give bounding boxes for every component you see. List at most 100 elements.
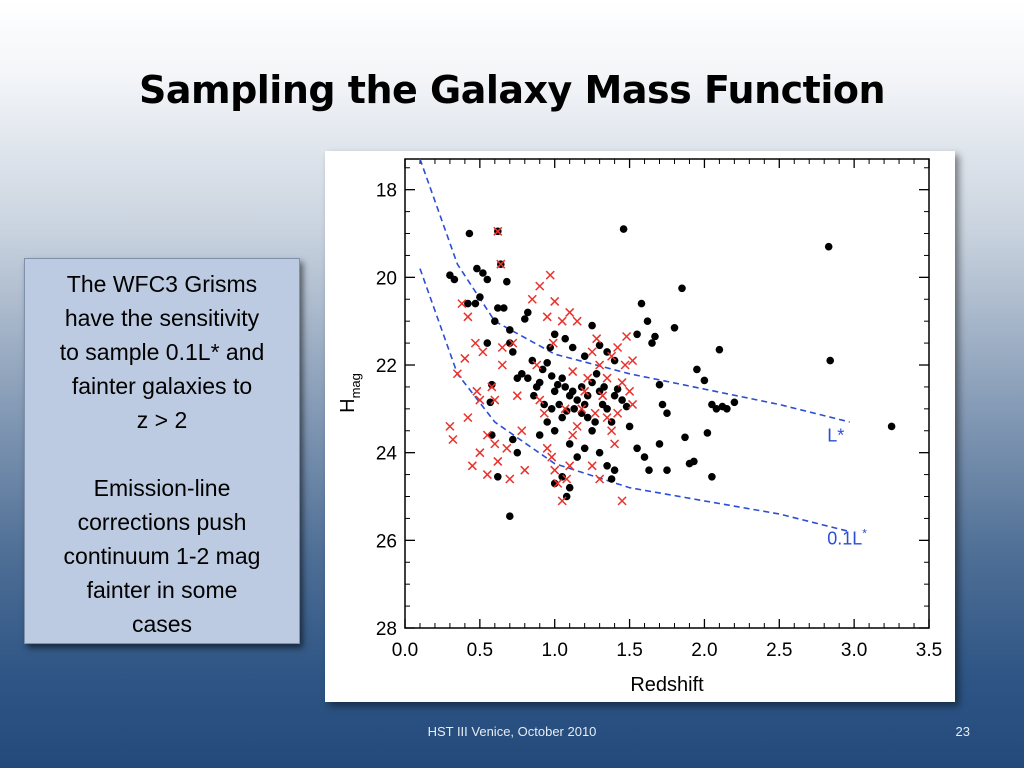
black-point: [824, 242, 833, 251]
black-point: [580, 444, 589, 453]
red-x-point: [527, 294, 537, 304]
y-axis-label-sub: mag: [348, 373, 363, 398]
red-x-point: [539, 408, 549, 418]
red-x-point: [577, 404, 587, 414]
black-point: [633, 444, 641, 453]
red-x-point: [547, 452, 557, 462]
black-point: [558, 413, 566, 422]
red-x-point: [587, 347, 597, 357]
red-x-point: [628, 399, 638, 409]
black-point: [670, 324, 679, 332]
black-point: [693, 365, 701, 374]
red-x-point: [557, 316, 567, 326]
x-axis-label: Redshift: [630, 674, 704, 696]
black-point: [723, 405, 731, 413]
red-x-point: [475, 448, 485, 458]
x-tick-label: 0.5: [467, 640, 493, 661]
red-x-point: [463, 312, 473, 322]
description-text-box: The WFC3 Grisms have the sensitivity to …: [24, 258, 300, 644]
black-point: [538, 365, 547, 374]
curve-lstar: [419, 158, 850, 423]
black-point: [521, 315, 529, 323]
black-point: [730, 398, 739, 407]
red-x-point: [613, 342, 623, 353]
y-axis-label: Hmag: [337, 373, 363, 413]
red-x-point: [512, 391, 522, 401]
red-x-point: [487, 382, 497, 392]
black-point: [547, 405, 556, 413]
black-point: [503, 277, 511, 286]
red-x-point: [592, 334, 602, 344]
black-point: [573, 453, 581, 461]
black-point: [690, 457, 698, 466]
black-point: [583, 391, 592, 400]
red-x-point: [517, 426, 527, 436]
red-x-point: [565, 307, 575, 317]
y-tick-label: 28: [376, 619, 397, 640]
red-x-point: [620, 360, 630, 370]
black-point: [524, 374, 532, 382]
red-x-point: [565, 461, 575, 471]
x-tick-label: 2.5: [766, 640, 792, 661]
red-x-point: [602, 413, 612, 423]
black-point: [625, 422, 634, 431]
black-point: [715, 345, 724, 354]
black-point: [645, 466, 653, 475]
red-x-series: [445, 226, 638, 506]
red-x-point: [535, 395, 545, 405]
black-point: [619, 225, 628, 233]
red-x-point: [502, 443, 512, 453]
black-point: [580, 400, 589, 409]
black-point: [524, 308, 532, 317]
black-point: [577, 383, 586, 391]
scatter-chart: 0.0 0.5 1.0 1.5 2.0 2.5 3.0 3.5 18 20 22 24 26 28 L*…: [337, 158, 942, 696]
red-x-point: [553, 478, 563, 488]
black-point: [558, 473, 566, 481]
black-point: [546, 343, 554, 352]
black-point: [550, 387, 559, 396]
red-x-point: [545, 270, 555, 280]
black-point: [618, 396, 626, 404]
x-tick-label: 1.0: [542, 640, 568, 661]
black-point: [486, 398, 495, 407]
red-x-point: [460, 353, 470, 363]
x-tick-label: 3.0: [841, 640, 867, 661]
black-point: [600, 383, 608, 391]
footer-text: HST III Venice, October 2010: [427, 724, 597, 739]
curve-tenth-lstar: [419, 268, 850, 533]
black-point: [509, 435, 517, 444]
black-point: [465, 229, 474, 238]
black-point: [588, 427, 596, 435]
black-point: [603, 405, 611, 413]
black-point: [561, 383, 569, 391]
red-x-point: [505, 474, 515, 484]
y-tick-label: 22: [376, 356, 397, 377]
red-x-point: [583, 373, 593, 383]
black-point: [588, 321, 596, 330]
x-tick-label: 1.5: [616, 640, 642, 661]
black-point: [595, 448, 604, 457]
black-point: [543, 418, 551, 426]
black-point: [543, 359, 551, 367]
black-point: [655, 380, 664, 389]
red-x-point: [496, 259, 506, 269]
black-point: [450, 275, 459, 284]
black-point: [591, 418, 599, 426]
black-point: [535, 378, 544, 387]
red-x-point: [542, 312, 552, 322]
black-point: [610, 466, 619, 475]
slide-title: Sampling the Galaxy Mass Function: [138, 68, 886, 112]
black-point: [558, 374, 566, 382]
red-x-point: [482, 470, 492, 480]
black-point: [640, 453, 649, 461]
red-x-point: [602, 373, 612, 383]
red-x-point: [628, 356, 638, 366]
scatter-chart-panel: 0.0 0.5 1.0 1.5 2.0 2.5 3.0 3.5 18 20 22 24 26 28 L*…: [325, 151, 955, 702]
x-tick-label: 3.5: [916, 640, 942, 661]
red-x-point: [572, 421, 582, 431]
black-point: [568, 343, 577, 352]
black-point: [479, 269, 487, 277]
black-point: [535, 431, 544, 439]
black-point: [826, 356, 834, 365]
curve-label: L*: [827, 426, 844, 446]
